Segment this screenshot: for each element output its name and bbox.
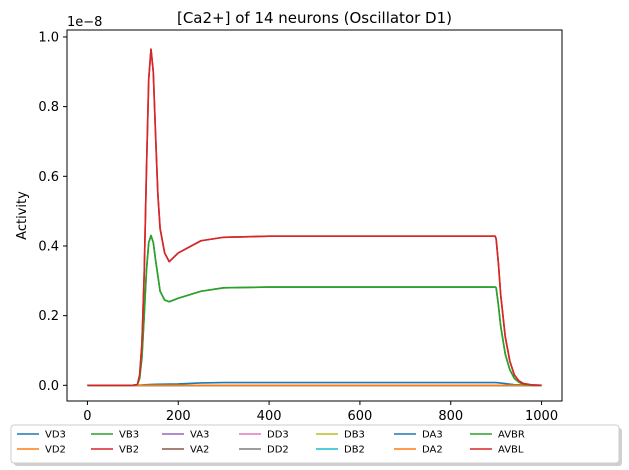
legend-label: VA3 [190, 430, 209, 441]
y-tick-label: 0.8 [38, 100, 59, 115]
x-tick-label: 800 [438, 409, 463, 424]
y-tick-label: 0.0 [38, 379, 59, 394]
x-axis: 0 200 400 600 800 1000 [83, 401, 558, 424]
legend-label: VD3 [45, 430, 66, 441]
y-tick-label: 0.4 [38, 239, 59, 254]
y-tick-label: 0.2 [38, 309, 59, 324]
x-tick-label: 400 [257, 409, 282, 424]
legend-label: DB3 [344, 430, 365, 441]
y-axis: 0.0 0.2 0.4 0.6 0.8 1.0 [38, 30, 67, 394]
legend-box [10, 424, 620, 464]
legend-label: DB2 [344, 445, 365, 456]
x-tick-label: 0 [83, 409, 91, 424]
y-tick-label: 0.6 [38, 170, 59, 185]
series-line-avbl [87, 48, 542, 387]
legend-label: DA2 [422, 445, 443, 456]
legend-label: VD2 [45, 445, 66, 456]
y-tick-label: 1.0 [38, 30, 59, 45]
legend-label: VB3 [119, 430, 139, 441]
legend-label: DD2 [267, 445, 289, 456]
legend-label: VA2 [190, 445, 209, 456]
legend-label: AVBL [498, 445, 524, 456]
axes-frame [66, 29, 563, 402]
y-axis-scale-label: 1e−8 [67, 15, 102, 30]
y-axis-label: Activity [15, 191, 30, 240]
x-tick-label: 1000 [525, 409, 558, 424]
chart-title: [Ca2+] of 14 neurons (Oscillator D1) [177, 9, 452, 27]
legend-label: AVBR [498, 430, 525, 441]
legend: VD3 VD2 VB3 VB2 VA3 VA2 DD3 DD2 DB3 DB2 DA3 DA2 AVBR… [10, 424, 622, 466]
legend-label: VB2 [119, 445, 139, 456]
plot-lines [87, 48, 542, 387]
x-tick-label: 200 [166, 409, 191, 424]
legend-label: DA3 [422, 430, 443, 441]
legend-label: DD3 [267, 430, 289, 441]
series-line-vb2 [87, 48, 542, 387]
x-tick-label: 600 [347, 409, 372, 424]
series-line-avbr [87, 234, 542, 387]
